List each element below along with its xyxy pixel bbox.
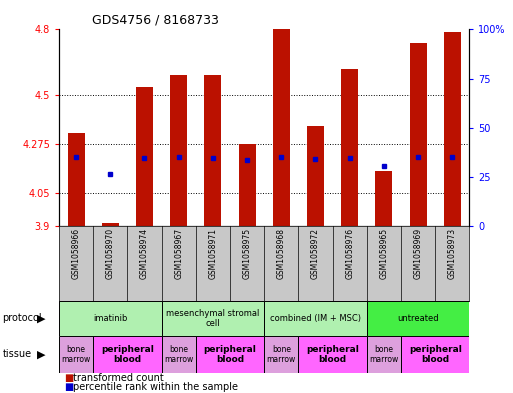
Text: GSM1058965: GSM1058965 [380,228,388,279]
Text: imatinib: imatinib [93,314,128,323]
Text: peripheral
blood: peripheral blood [101,345,154,364]
Text: GSM1058967: GSM1058967 [174,228,183,279]
Bar [409,42,427,226]
Text: GSM1058972: GSM1058972 [311,228,320,279]
Bar [93,336,162,373]
Bar [299,336,367,373]
Bar [170,75,187,226]
Text: combined (IM + MSC): combined (IM + MSC) [270,314,361,323]
Bar [264,336,299,373]
Text: ■: ■ [64,382,73,392]
Text: GSM1058970: GSM1058970 [106,228,115,279]
Text: peripheral
blood: peripheral blood [409,345,462,364]
Text: transformed count: transformed count [73,373,164,383]
Text: GSM1058976: GSM1058976 [345,228,354,279]
Bar [367,336,401,373]
Bar [136,87,153,226]
Text: GSM1058973: GSM1058973 [448,228,457,279]
Bar [367,301,469,336]
Text: mesenchymal stromal
cell: mesenchymal stromal cell [166,309,260,328]
Bar [162,336,196,373]
Bar [102,223,119,226]
Bar [444,32,461,226]
Text: ■: ■ [64,373,73,383]
Bar [264,301,367,336]
Text: peripheral
blood: peripheral blood [204,345,256,364]
Text: GSM1058975: GSM1058975 [243,228,251,279]
Text: GSM1058969: GSM1058969 [413,228,423,279]
Text: GDS4756 / 8168733: GDS4756 / 8168733 [92,14,219,27]
Text: GSM1058974: GSM1058974 [140,228,149,279]
Text: GSM1058966: GSM1058966 [72,228,81,279]
Text: tissue: tissue [3,349,32,360]
Text: protocol: protocol [3,313,42,323]
Bar [162,301,264,336]
Text: untreated: untreated [397,314,439,323]
Text: GSM1058968: GSM1058968 [277,228,286,279]
Text: bone
marrow: bone marrow [164,345,193,364]
Bar [59,301,162,336]
Text: bone
marrow: bone marrow [369,345,399,364]
Bar [341,69,358,226]
Bar [196,336,264,373]
Text: GSM1058971: GSM1058971 [208,228,218,279]
Bar [59,336,93,373]
Bar [204,75,222,226]
Text: peripheral
blood: peripheral blood [306,345,359,364]
Bar [401,336,469,373]
Bar [239,144,255,226]
Bar [273,29,290,226]
Text: bone
marrow: bone marrow [62,345,91,364]
Text: percentile rank within the sample: percentile rank within the sample [73,382,239,392]
Bar [376,171,392,226]
Text: ▶: ▶ [36,313,45,323]
Bar [68,133,85,226]
Text: bone
marrow: bone marrow [267,345,296,364]
Text: ▶: ▶ [36,349,45,360]
Bar [307,125,324,226]
